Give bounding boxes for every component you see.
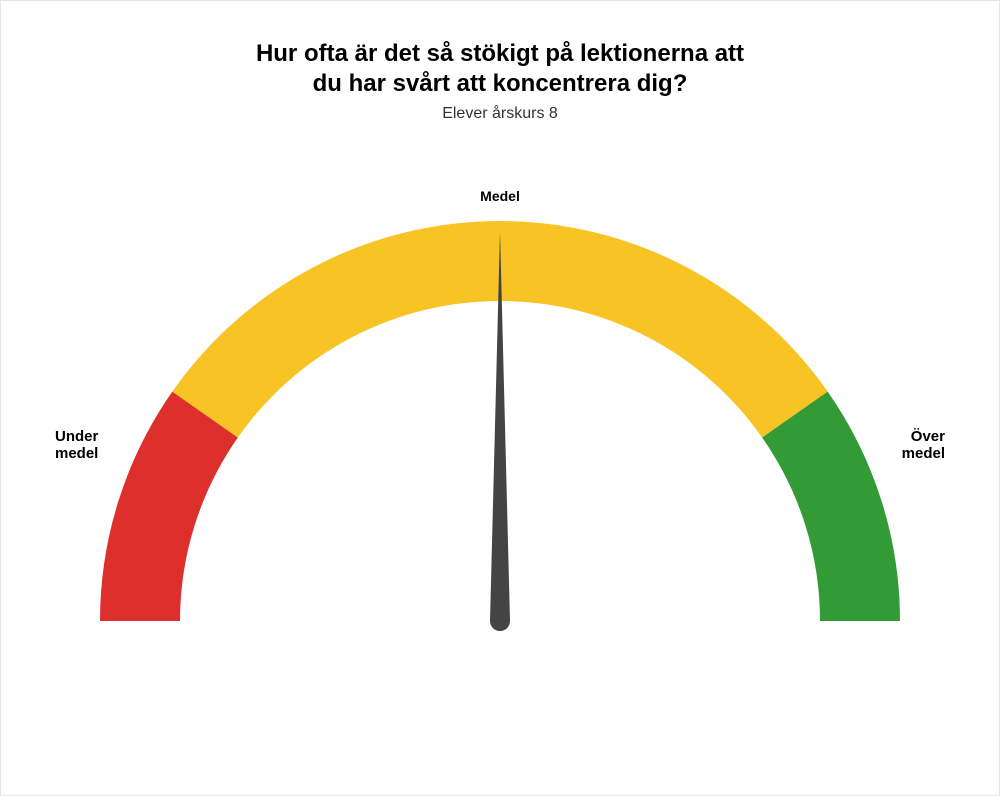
gauge-chart: Undermedel Medel Övermedel xyxy=(40,151,960,711)
chart-card: Hur ofta är det så stökigt på lektionern… xyxy=(0,0,1000,796)
gauge-label-over-medel: Övermedel xyxy=(902,428,946,462)
gauge-segment-2 xyxy=(762,392,900,621)
gauge-segment-0 xyxy=(100,392,238,621)
gauge-hub xyxy=(490,611,510,631)
chart-title: Hur ofta är det så stökigt på lektionern… xyxy=(1,39,999,99)
gauge-label-under-medel: Undermedel xyxy=(55,428,99,462)
title-block: Hur ofta är det så stökigt på lektionern… xyxy=(1,1,999,123)
chart-subtitle: Elever årskurs 8 xyxy=(1,105,999,123)
title-line-2: du har svårt att koncentrera dig? xyxy=(313,70,688,97)
gauge-wrap: Undermedel Medel Övermedel xyxy=(1,151,999,711)
gauge-label-medel: Medel xyxy=(480,188,520,204)
title-line-1: Hur ofta är det så stökigt på lektionern… xyxy=(256,40,744,67)
